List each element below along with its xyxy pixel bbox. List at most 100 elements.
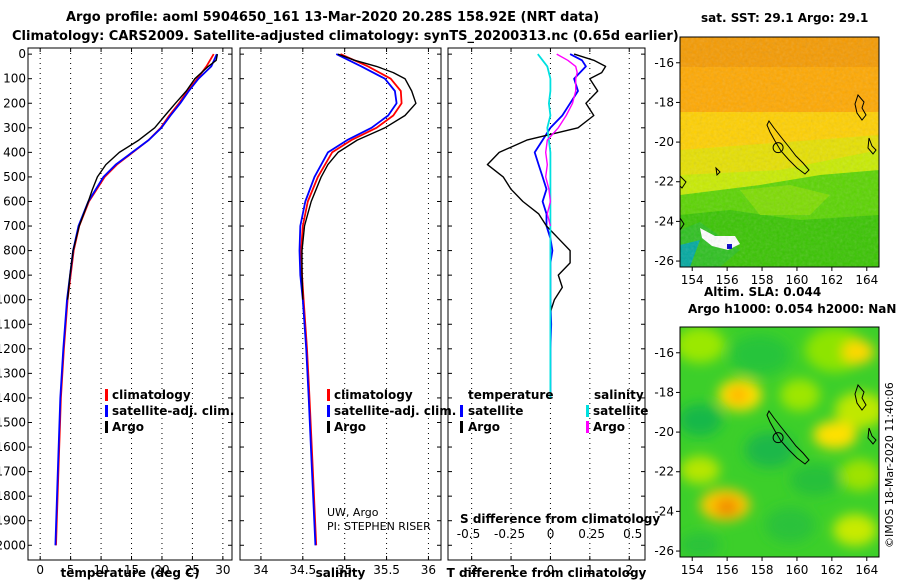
temperature-x-axis-label: temperature (deg C) xyxy=(61,566,200,580)
sst-map-title: sat. SST: 29.1 Argo: 29.1 xyxy=(701,11,868,25)
x-tick-label: 2 xyxy=(625,563,633,577)
temperature-profile-panel: 0100200300400500600700800900100011001200… xyxy=(0,47,233,580)
credit-institution: UW, Argo xyxy=(327,506,379,519)
legend-label-temp-satellite: satellite xyxy=(468,404,523,418)
lat-tick-label: -18 xyxy=(654,385,674,399)
y-tick-label: 300 xyxy=(3,121,26,135)
legend-swatch-temp-argo xyxy=(460,421,463,433)
lon-tick-label: 162 xyxy=(820,563,843,577)
legend-swatch-sal-argo xyxy=(586,421,589,433)
temperature-plot-frame xyxy=(27,47,233,561)
lat-tick-label: -20 xyxy=(654,425,674,439)
x-tick-label: 35 xyxy=(337,563,352,577)
lon-tick-label: 160 xyxy=(786,273,809,287)
argo-float-position-marker xyxy=(772,432,784,444)
salinity-profile-panel: 34 34.5 35 35.5 36 salinity xyxy=(239,47,442,580)
series-line-climatology xyxy=(55,53,215,546)
series-line-satellite-adj-clim- xyxy=(298,53,398,546)
legend-label-climatology: climatology xyxy=(334,388,413,402)
salinity-difference-tick-label: 0 xyxy=(547,527,555,541)
x-tick-label: -2 xyxy=(466,563,478,577)
legend-label-argo: Argo xyxy=(334,420,366,434)
legend-swatch-temp-satellite xyxy=(460,405,463,417)
salinity-difference-tick-label: 0.25 xyxy=(578,527,605,541)
y-tick-label: 1700 xyxy=(0,465,26,479)
x-tick-label: 34 xyxy=(253,563,268,577)
y-tick-label: 1400 xyxy=(0,391,26,405)
lon-tick-label: 156 xyxy=(716,563,739,577)
salinity-difference-axis-title: S difference from climatology xyxy=(460,512,660,526)
sla-map: Altim. SLA: 0.044 Argo h1000: 0.054 h200… xyxy=(654,285,896,577)
sla-map-title-line1: Altim. SLA: 0.044 xyxy=(704,285,821,299)
legend-swatch-sal-satellite xyxy=(586,405,589,417)
x-tick-label: 36 xyxy=(421,563,436,577)
legend-swatch-argo xyxy=(105,421,108,433)
sla-map-axes: -16 -18 -20 -22 -24 -26 154 156 158 160 162 164 xyxy=(654,346,878,577)
x-tick-label: -1 xyxy=(505,563,517,577)
y-tick-label: 800 xyxy=(3,244,26,258)
figure-title-line1: Argo profile: aoml 5904650_161 13-Mar-20… xyxy=(66,10,599,25)
lon-tick-label: 154 xyxy=(681,273,704,287)
imos-timestamp: ©IMOS 18-Mar-2020 11:40:06 xyxy=(883,382,896,548)
x-tick-label: 30 xyxy=(215,563,230,577)
x-tick-label: 34.5 xyxy=(289,563,316,577)
y-tick-label: 1500 xyxy=(0,415,26,429)
legend-swatch-climatology xyxy=(327,389,330,401)
credit-pi: PI: STEPHEN RISER xyxy=(327,520,431,533)
difference-profile-panel: -2 -1 0 1 2T difference from climatology S di… xyxy=(447,47,660,580)
series-line-argo xyxy=(301,53,417,300)
salinity-x-axis-label: salinity xyxy=(316,566,366,580)
y-tick-label: 900 xyxy=(3,268,26,282)
difference-plot-frame xyxy=(447,47,646,561)
x-tick-label: 1 xyxy=(586,563,594,577)
legend-title-salinity: salinity xyxy=(594,388,644,402)
legend-label-climatology: climatology xyxy=(112,388,191,402)
legend-swatch-satellite xyxy=(327,405,330,417)
x-tick-label: 10 xyxy=(93,563,108,577)
lat-tick-label: -16 xyxy=(654,346,674,360)
x-tick-label: 20 xyxy=(154,563,169,577)
lat-tick-label: -24 xyxy=(654,214,674,228)
lat-tick-label: -18 xyxy=(654,95,674,109)
legend-label-satellite-adj: satellite-adj. clim. xyxy=(334,404,456,418)
y-tick-label: 1100 xyxy=(0,317,26,331)
lon-tick-label: 164 xyxy=(855,273,878,287)
y-tick-label: 400 xyxy=(3,145,26,159)
lat-tick-label: -26 xyxy=(654,544,674,558)
y-tick-label: 500 xyxy=(3,170,26,184)
series-line-temperature-satellite xyxy=(533,53,587,398)
argo-float-position-marker xyxy=(772,142,784,154)
series-line-climatology xyxy=(300,53,403,546)
y-tick-label: 700 xyxy=(3,219,26,233)
x-tick-label: 5 xyxy=(67,563,75,577)
legend-label-temp-argo: Argo xyxy=(468,420,500,434)
legend-title-temperature: temperature xyxy=(468,388,553,402)
y-tick-label: 200 xyxy=(3,96,26,110)
y-tick-label: 1900 xyxy=(0,514,26,528)
lon-tick-label: 160 xyxy=(786,563,809,577)
x-tick-label: 25 xyxy=(185,563,200,577)
sst-map-axes: -16 -18 -20 -22 -24 -26 154 156 158 160 162 164 xyxy=(654,56,878,287)
x-tick-label: 0 xyxy=(547,563,555,577)
difference-x-axis-label: T difference from climatology xyxy=(447,566,647,580)
series-line-salinity-satellite xyxy=(537,53,552,398)
lon-tick-label: 162 xyxy=(820,273,843,287)
lat-tick-label: -26 xyxy=(654,254,674,268)
y-tick-label: 1000 xyxy=(0,293,26,307)
y-tick-label: 0 xyxy=(18,47,26,61)
salinity-difference-tick-label: -0.5 xyxy=(457,527,480,541)
difference-legend: temperature salinity satellite Argo sate… xyxy=(460,388,648,434)
x-tick-label: 15 xyxy=(124,563,139,577)
legend-swatch-satellite xyxy=(105,405,108,417)
figure-title-line2: Climatology: CARS2009. Satellite-adjuste… xyxy=(12,29,679,44)
y-tick-label: 1800 xyxy=(0,489,26,503)
lat-tick-label: -22 xyxy=(654,465,674,479)
legend-label-sal-argo: Argo xyxy=(593,420,625,434)
y-tick-label: 600 xyxy=(3,194,26,208)
legend-swatch-climatology xyxy=(105,389,108,401)
y-tick-label: 1200 xyxy=(0,342,26,356)
series-line-temperature-argo xyxy=(486,53,607,325)
sst-map: sat. SST: 29.1 Argo: 29.1 - xyxy=(654,11,880,287)
y-tick-label: 2000 xyxy=(0,538,26,552)
